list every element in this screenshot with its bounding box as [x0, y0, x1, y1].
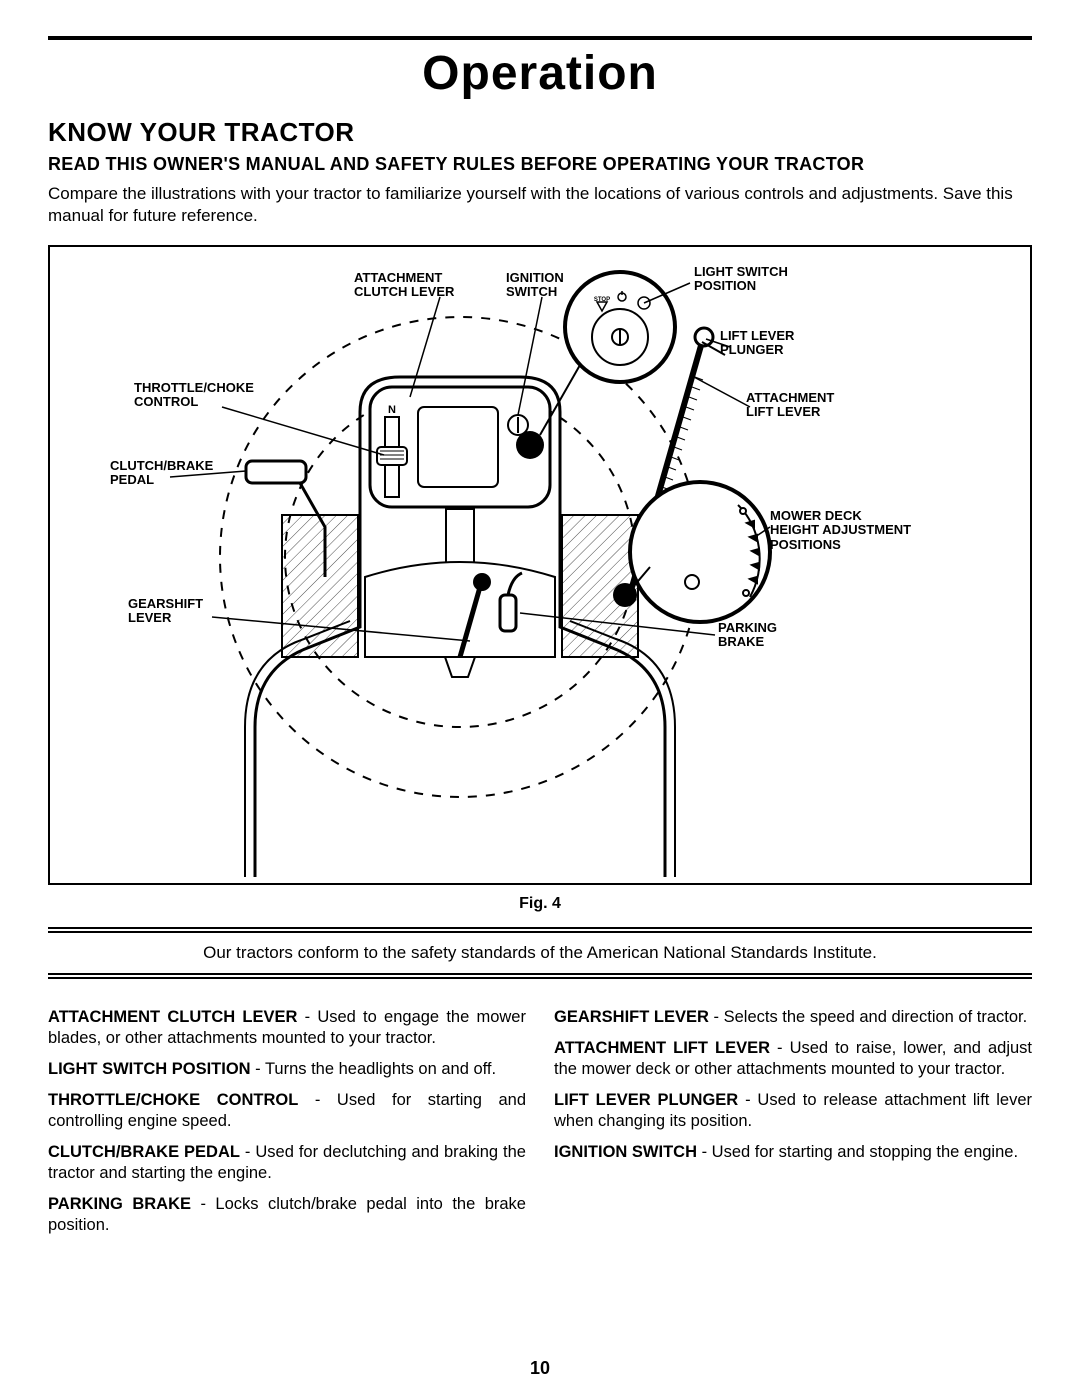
- page-title: Operation: [48, 46, 1032, 101]
- callout-attachment-clutch-lever: ATTACHMENTCLUTCH LEVER: [354, 271, 484, 300]
- figure-caption: Fig. 4: [48, 895, 1032, 913]
- def-gearshift-lever: GEARSHIFT LEVER - Selects the speed and …: [554, 1007, 1032, 1028]
- def-parking-brake: PARKING BRAKE - Locks clutch/brake pedal…: [48, 1194, 526, 1236]
- definitions-left: ATTACHMENT CLUTCH LEVER - Used to engage…: [48, 1007, 526, 1247]
- callout-throttle-choke: THROTTLE/CHOKECONTROL: [134, 381, 274, 410]
- def-attachment-lift-lever: ATTACHMENT LIFT LEVER - Used to raise, l…: [554, 1038, 1032, 1080]
- separator-double-rule: [48, 927, 1032, 933]
- def-ignition-switch: IGNITION SWITCH - Used for starting and …: [554, 1142, 1032, 1163]
- separator-double-rule-bottom: [48, 973, 1032, 979]
- callout-ignition-switch: IGNITIONSWITCH: [506, 271, 596, 300]
- def-light-switch-position: LIGHT SWITCH POSITION - Turns the headli…: [48, 1059, 526, 1080]
- tractor-diagram-svg: N: [50, 247, 1030, 883]
- conformance-note: Our tractors conform to the safety stand…: [48, 937, 1032, 969]
- page-number: 10: [0, 1358, 1080, 1379]
- top-rule: [48, 36, 1032, 40]
- def-lift-lever-plunger: LIFT LEVER PLUNGER - Used to release att…: [554, 1090, 1032, 1132]
- callout-gearshift-lever: GEARSHIFTLEVER: [128, 597, 228, 626]
- tractor-diagram-figure: N: [48, 245, 1032, 885]
- definitions-columns: ATTACHMENT CLUTCH LEVER - Used to engage…: [48, 1007, 1032, 1247]
- svg-text:STOP: STOP: [594, 297, 610, 303]
- callout-light-switch: LIGHT SWITCHPOSITION: [694, 265, 824, 294]
- def-clutch-brake-pedal: CLUTCH/BRAKE PEDAL - Used for declutchin…: [48, 1142, 526, 1184]
- callout-attachment-lift-lever: ATTACHMENTLIFT LEVER: [746, 391, 876, 420]
- definitions-right: GEARSHIFT LEVER - Selects the speed and …: [554, 1007, 1032, 1247]
- callout-parking-brake: PARKINGBRAKE: [718, 621, 818, 650]
- section-subheading: READ THIS OWNER'S MANUAL AND SAFETY RULE…: [48, 154, 1032, 175]
- def-throttle-choke-control: THROTTLE/CHOKE CONTROL - Used for starti…: [48, 1090, 526, 1132]
- callout-clutch-brake-pedal: CLUTCH/BRAKEPEDAL: [110, 459, 230, 488]
- section-heading: KNOW YOUR TRACTOR: [48, 117, 1032, 148]
- def-attachment-clutch-lever: ATTACHMENT CLUTCH LEVER - Used to engage…: [48, 1007, 526, 1049]
- intro-paragraph: Compare the illustrations with your trac…: [48, 183, 1032, 227]
- callout-mower-deck-positions: MOWER DECKHEIGHT ADJUSTMENTPOSITIONS: [770, 509, 940, 552]
- svg-text:N: N: [388, 404, 396, 416]
- callout-lift-plunger: LIFT LEVERPLUNGER: [720, 329, 840, 358]
